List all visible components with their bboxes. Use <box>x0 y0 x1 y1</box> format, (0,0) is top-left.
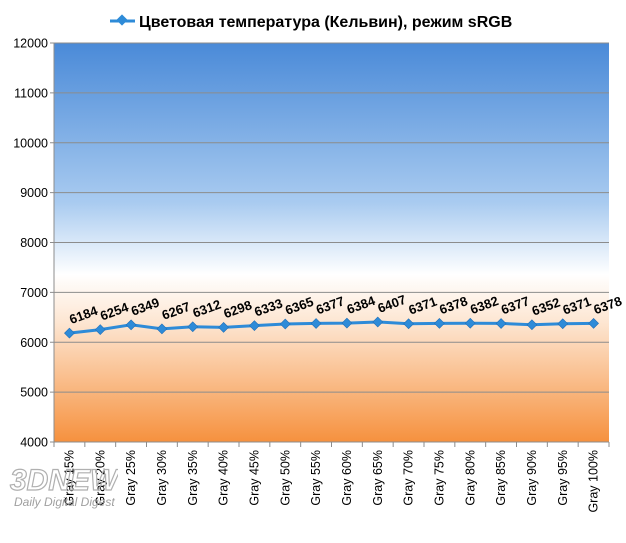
y-tick-label: 6000 <box>20 336 48 350</box>
x-tick-label: Gray 70% <box>402 450 416 506</box>
legend-label: Цветовая температура (Кельвин), режим sR… <box>139 14 512 31</box>
data-point-marker <box>125 319 137 331</box>
y-tick-label: 5000 <box>20 386 48 400</box>
x-tick-label: Gray 80% <box>463 450 477 506</box>
data-point-marker <box>495 318 507 329</box>
y-tick-label: 4000 <box>20 436 48 450</box>
y-axis-tick-labels: 4000 5000 6000 7000 8000 9000 10000 11000 12000 <box>13 37 48 450</box>
x-axis-tick-labels: Gray 15% Gray 20% Gray 25% Gray 30% Gray 35%… <box>62 450 600 513</box>
watermark-main-text: 3DNEWS <box>10 464 118 497</box>
x-tick-label: Gray 15% <box>62 450 76 506</box>
data-point-marker <box>94 324 106 335</box>
x-tick-label: Gray 90% <box>525 450 539 506</box>
data-point-marker <box>588 318 599 329</box>
axes <box>50 42 610 447</box>
x-tick-label: Gray 25% <box>124 450 138 506</box>
x-tick-label: Gray 60% <box>340 450 354 506</box>
x-tick-label: Gray 95% <box>556 450 570 506</box>
data-point-marker <box>341 317 353 329</box>
data-point-marker <box>156 323 168 335</box>
x-tick-label: Gray 30% <box>155 450 169 506</box>
y-tick-label: 8000 <box>20 236 48 250</box>
3dnews-watermark-logo: 3DNEWS Daily Digital Digest <box>9 463 118 509</box>
x-tick-label: Gray 55% <box>309 450 323 506</box>
data-point-marker <box>372 316 384 328</box>
y-tick-label: 7000 <box>20 286 48 300</box>
data-point-marker <box>310 318 322 329</box>
series-line <box>64 316 599 339</box>
data-point-marker <box>526 319 538 331</box>
x-tick-label: Gray 85% <box>494 450 508 506</box>
data-point-marker <box>187 321 199 333</box>
legend-marker-swatch <box>116 14 128 26</box>
data-point-marker <box>218 322 229 333</box>
watermark-sub-text: Daily Digital Digest <box>14 495 115 509</box>
y-tick-label: 11000 <box>14 86 48 100</box>
data-point-marker <box>279 318 291 330</box>
x-tick-label: Gray 65% <box>371 450 385 506</box>
y-tick-label: 10000 <box>13 136 48 150</box>
x-tick-label: Gray 100% <box>587 450 601 513</box>
x-tick-label: Gray 75% <box>432 450 446 506</box>
y-tick-label: 12000 <box>13 37 48 51</box>
data-point-marker <box>434 318 445 329</box>
x-tick-label: Gray 35% <box>186 450 200 506</box>
legend: Цветовая температура (Кельвин), режим sR… <box>110 14 512 31</box>
data-point-marker <box>249 320 260 332</box>
y-tick-label: 9000 <box>20 186 48 200</box>
data-point-marker <box>464 317 476 329</box>
x-tick-label: Gray 50% <box>278 450 292 506</box>
x-tick-label: Gray 40% <box>217 450 231 506</box>
x-tick-label: Gray 20% <box>93 450 107 506</box>
x-tick-label: Gray 45% <box>247 450 261 506</box>
data-point-marker <box>557 318 569 330</box>
data-point-marker <box>64 327 75 339</box>
data-point-marker <box>403 318 414 330</box>
